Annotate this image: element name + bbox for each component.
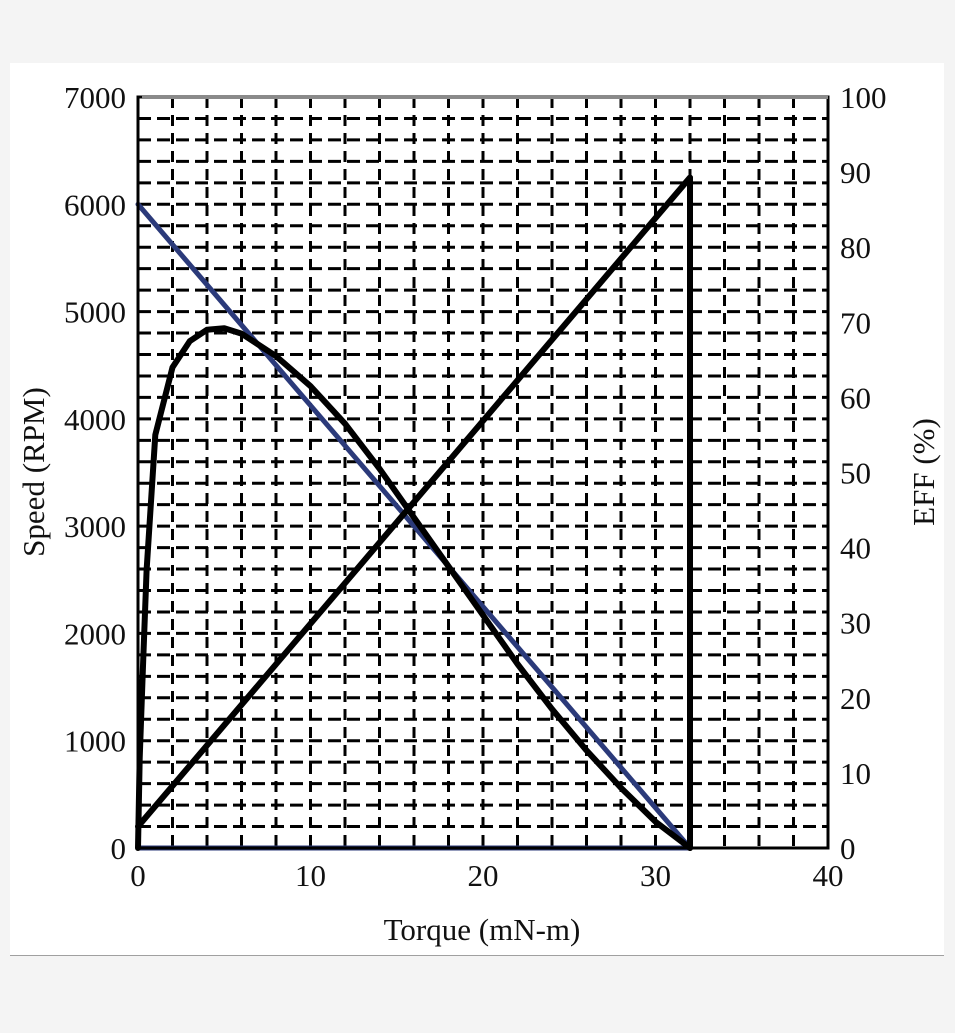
- y-tick-label: 4000: [64, 402, 126, 437]
- chart-card: [10, 63, 944, 956]
- y-tick-label: 3000: [64, 509, 126, 544]
- tick-labels: 0 10 20 30 400100020003000400050006000700001…: [64, 80, 887, 893]
- y2-tick-label: 40: [840, 531, 871, 566]
- y-tick-label: 0: [111, 831, 127, 866]
- y-tick-label: 6000: [64, 187, 126, 222]
- y2-tick-label: 50: [840, 456, 871, 491]
- y-axis-label: Speed (RPM): [16, 387, 51, 557]
- y2-tick-label: 0: [840, 831, 856, 866]
- x-tick-label: 10: [295, 858, 326, 893]
- y2-tick-label: 80: [840, 230, 871, 265]
- series-line-3: [135, 325, 693, 851]
- series-line-2: [135, 174, 693, 851]
- y-tick-label: 1000: [64, 724, 126, 759]
- y2-tick-label: 10: [840, 756, 871, 791]
- grid: [138, 97, 828, 848]
- y-tick-label: 5000: [64, 295, 126, 330]
- y2-axis-label: EFF (%): [906, 418, 941, 526]
- x-tick-label: 20: [468, 858, 499, 893]
- x-axis-label: Torque (mN-m): [384, 912, 581, 947]
- y-tick-label: 7000: [64, 80, 126, 115]
- x-tick-label: 30: [640, 858, 671, 893]
- y2-tick-label: 60: [840, 380, 871, 415]
- series-line-0: [135, 201, 693, 851]
- y2-tick-label: 30: [840, 606, 871, 641]
- x-tick-label: 0: [130, 858, 146, 893]
- y2-tick-label: 70: [840, 305, 871, 340]
- y2-tick-label: 20: [840, 681, 871, 716]
- y2-tick-label: 100: [840, 80, 887, 115]
- y-tick-label: 2000: [64, 616, 126, 651]
- x-tick-label: 40: [813, 858, 844, 893]
- y2-tick-label: 90: [840, 155, 871, 190]
